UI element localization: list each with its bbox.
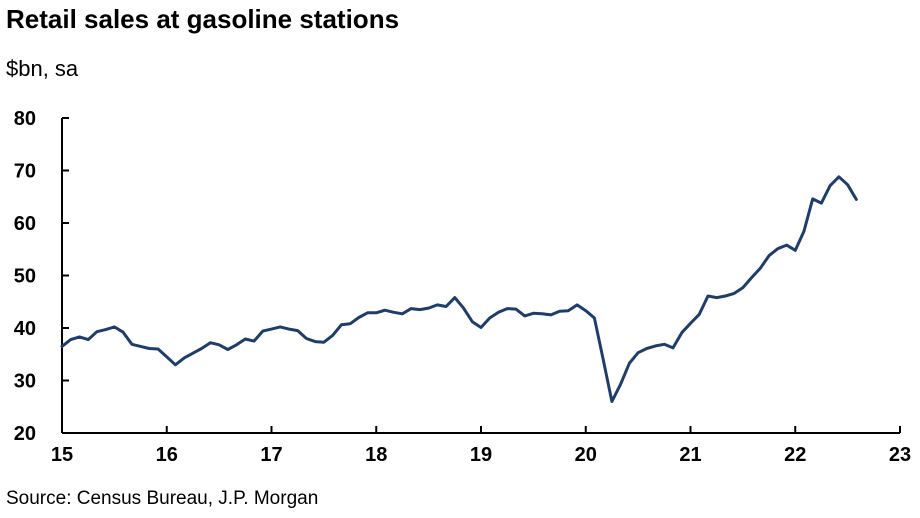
y-tick-label: 80 (14, 108, 36, 130)
x-tick-label: 16 (156, 444, 178, 466)
x-tick-label: 20 (575, 444, 597, 466)
x-tick-label: 19 (470, 444, 492, 466)
y-tick-label: 70 (14, 161, 36, 183)
x-tick-label: 18 (365, 444, 387, 466)
series-group (60, 175, 858, 403)
chart-title: Retail sales at gasoline stations (6, 4, 400, 34)
y-tick-label: 40 (14, 318, 36, 340)
x-tick-label: 23 (889, 444, 911, 466)
x-tick-label: 21 (679, 444, 701, 466)
chart-subtitle: $bn, sa (6, 56, 79, 81)
x-tick-label: 15 (51, 444, 73, 466)
y-tick-label: 30 (14, 371, 36, 393)
chart-source: Source: Census Bureau, J.P. Morgan (6, 488, 319, 509)
x-tick-label: 17 (260, 444, 282, 466)
x-tick-label: 22 (784, 444, 806, 466)
y-tick-label: 60 (14, 213, 36, 235)
y-tick-label: 50 (14, 266, 36, 288)
series-line (60, 175, 858, 403)
y-axis: 20 30 40 50 60 70 80 (14, 108, 69, 445)
y-tick-label: 20 (14, 423, 36, 445)
x-axis: 15 16 17 18 19 20 21 22 23 (51, 426, 911, 466)
